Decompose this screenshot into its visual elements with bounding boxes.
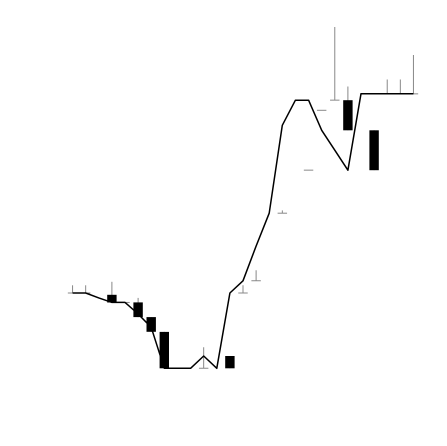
close-price-line <box>72 93 414 370</box>
candle-body-6 <box>146 317 156 332</box>
bodies-layer <box>107 100 379 369</box>
candle-body-17 <box>369 130 379 171</box>
line-layer <box>72 93 414 370</box>
candle-body-5 <box>133 302 143 318</box>
candle-body-3 <box>107 294 117 303</box>
candle-body-9 <box>225 356 235 369</box>
candle-body-7 <box>159 331 169 369</box>
candle-body-16 <box>343 100 353 131</box>
